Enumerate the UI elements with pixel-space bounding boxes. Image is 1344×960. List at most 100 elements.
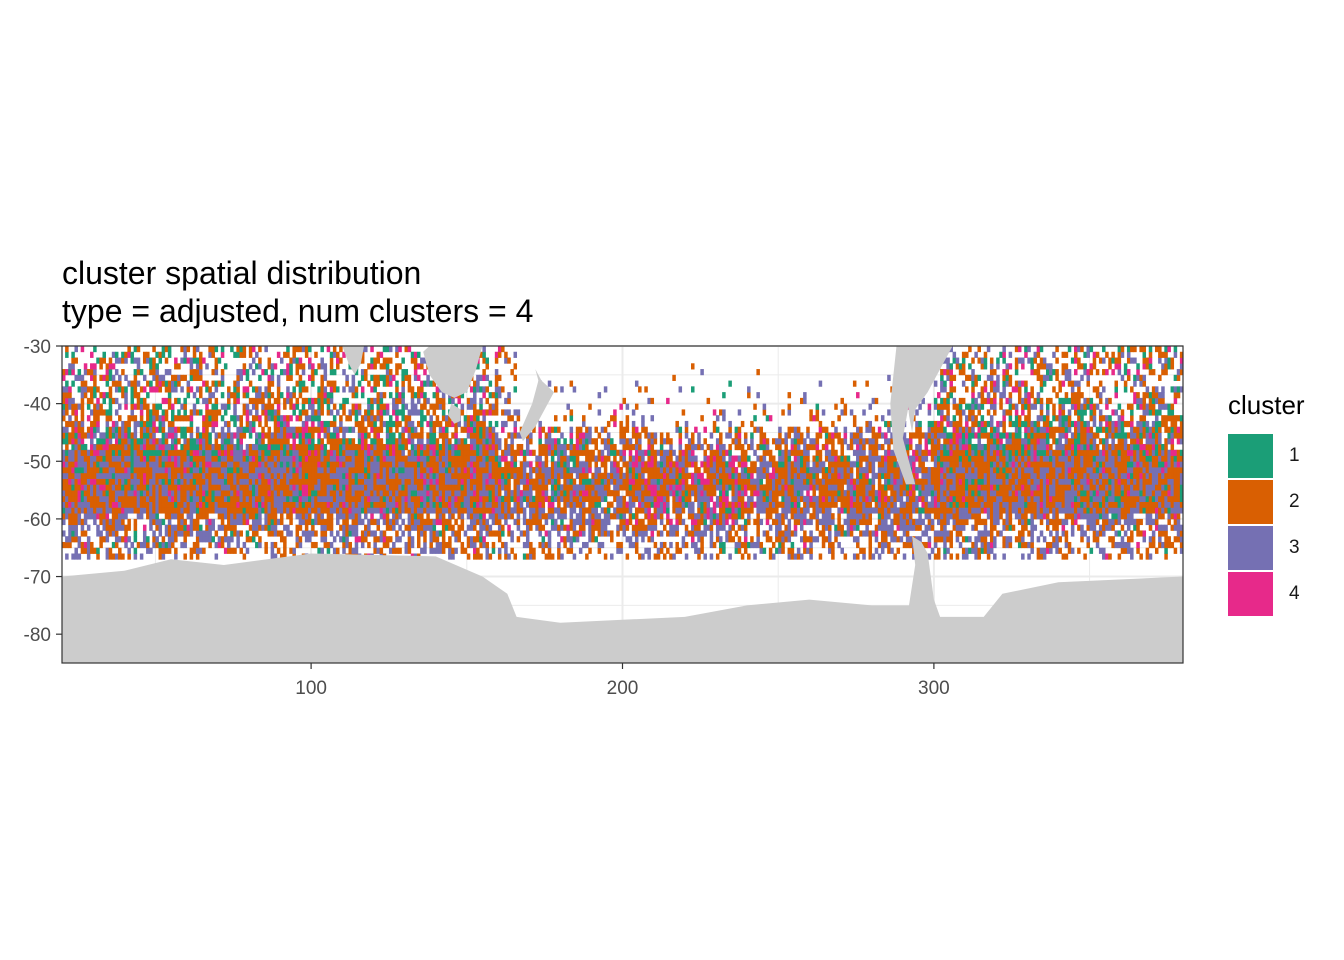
cluster-cell: [513, 426, 518, 433]
cluster-cell: [451, 443, 455, 451]
cluster-cell: [304, 478, 309, 485]
cluster-cell: [364, 530, 368, 537]
cluster-cell: [388, 346, 393, 353]
cluster-cell: [211, 426, 215, 433]
cluster-cell: [482, 541, 486, 549]
cluster-cell: [180, 403, 184, 410]
cluster-cell: [370, 397, 374, 405]
cluster-cell: [398, 438, 402, 445]
cluster-cell: [286, 386, 290, 393]
cluster-cell: [71, 409, 75, 416]
cluster-cell: [538, 541, 542, 549]
cluster-cell: [631, 495, 636, 503]
cluster-cell: [473, 472, 477, 479]
cluster-cell: [669, 541, 673, 549]
cluster-cell: [413, 392, 418, 399]
cluster-cell: [382, 530, 387, 537]
cluster-cell: [507, 432, 511, 439]
cluster-cell: [379, 467, 384, 474]
cluster-cell: [248, 363, 253, 370]
cluster-cell: [80, 346, 85, 353]
cluster-cell: [588, 403, 592, 410]
cluster-cell: [114, 461, 119, 468]
cluster-cell: [93, 374, 97, 381]
cluster-cell: [435, 513, 440, 520]
cluster-cell: [267, 409, 272, 416]
cluster-cell: [149, 478, 153, 485]
cluster-cell: [155, 541, 159, 549]
cluster-cell: [360, 443, 365, 451]
cluster-cell: [317, 507, 321, 514]
cluster-cell: [108, 409, 113, 416]
cluster-cell: [560, 467, 564, 474]
cluster-cell: [454, 507, 458, 514]
cluster-cell: [320, 449, 324, 456]
cluster-cell: [370, 363, 374, 370]
cluster-cell: [410, 420, 415, 428]
cluster-cell: [152, 374, 156, 381]
cluster-cell: [114, 530, 119, 537]
cluster-cell: [525, 432, 530, 439]
cluster-cell: [317, 501, 321, 508]
cluster-cell: [435, 438, 440, 445]
cluster-cell: [105, 490, 110, 497]
cluster-cell: [466, 495, 471, 503]
cluster-cell: [245, 386, 250, 393]
cluster-cell: [289, 415, 293, 422]
cluster-cell: [167, 443, 172, 451]
cluster-cell: [186, 380, 191, 387]
cluster-cell: [345, 374, 349, 381]
cluster-cell: [395, 420, 399, 428]
cluster-cell: [354, 472, 359, 479]
cluster-cell: [522, 495, 527, 503]
cluster-cell: [678, 432, 683, 439]
cluster-cell: [360, 536, 365, 543]
cluster-cell: [373, 420, 377, 428]
cluster-cell: [139, 415, 144, 422]
cluster-cell: [195, 438, 200, 445]
cluster-cell: [687, 443, 692, 451]
cluster-cell: [507, 409, 511, 416]
cluster-cell: [264, 484, 268, 491]
cluster-cell: [650, 472, 655, 479]
cluster-cell: [360, 467, 365, 474]
cluster-cell: [248, 501, 253, 508]
cluster-cell: [578, 443, 583, 451]
cluster-cell: [585, 478, 589, 485]
cluster-cell: [114, 386, 119, 393]
cluster-cell: [161, 553, 166, 560]
cluster-cell: [230, 495, 234, 503]
cluster-cell: [146, 455, 150, 462]
cluster-cell: [192, 467, 197, 474]
cluster-cell: [510, 438, 514, 445]
cluster-cell: [497, 513, 502, 520]
cluster-cell: [504, 478, 508, 485]
cluster-cell: [217, 541, 222, 549]
cluster-cell: [149, 461, 153, 468]
cluster-cell: [569, 380, 574, 387]
cluster-cell: [647, 524, 651, 531]
cluster-cell: [491, 490, 496, 497]
cluster-cell: [700, 484, 704, 491]
cluster-cell: [388, 374, 393, 381]
cluster-cell: [214, 432, 219, 439]
cluster-cell: [410, 357, 415, 364]
cluster-cell: [544, 461, 549, 468]
cluster-cell: [183, 403, 187, 410]
cluster-cell: [376, 467, 381, 474]
cluster-cell: [323, 455, 328, 462]
cluster-cell: [258, 449, 262, 456]
cluster-cell: [314, 490, 318, 497]
cluster-cell: [127, 461, 131, 468]
cluster-cell: [479, 432, 483, 439]
cluster-cell: [236, 386, 240, 393]
cluster-cell: [373, 386, 377, 393]
cluster-cell: [192, 472, 197, 479]
cluster-cell: [441, 467, 446, 474]
cluster-cell: [124, 501, 128, 508]
cluster-cell: [367, 530, 371, 537]
cluster-cell: [127, 380, 131, 387]
cluster-cell: [255, 351, 259, 358]
cluster-cell: [114, 507, 119, 514]
cluster-cell: [114, 553, 119, 560]
